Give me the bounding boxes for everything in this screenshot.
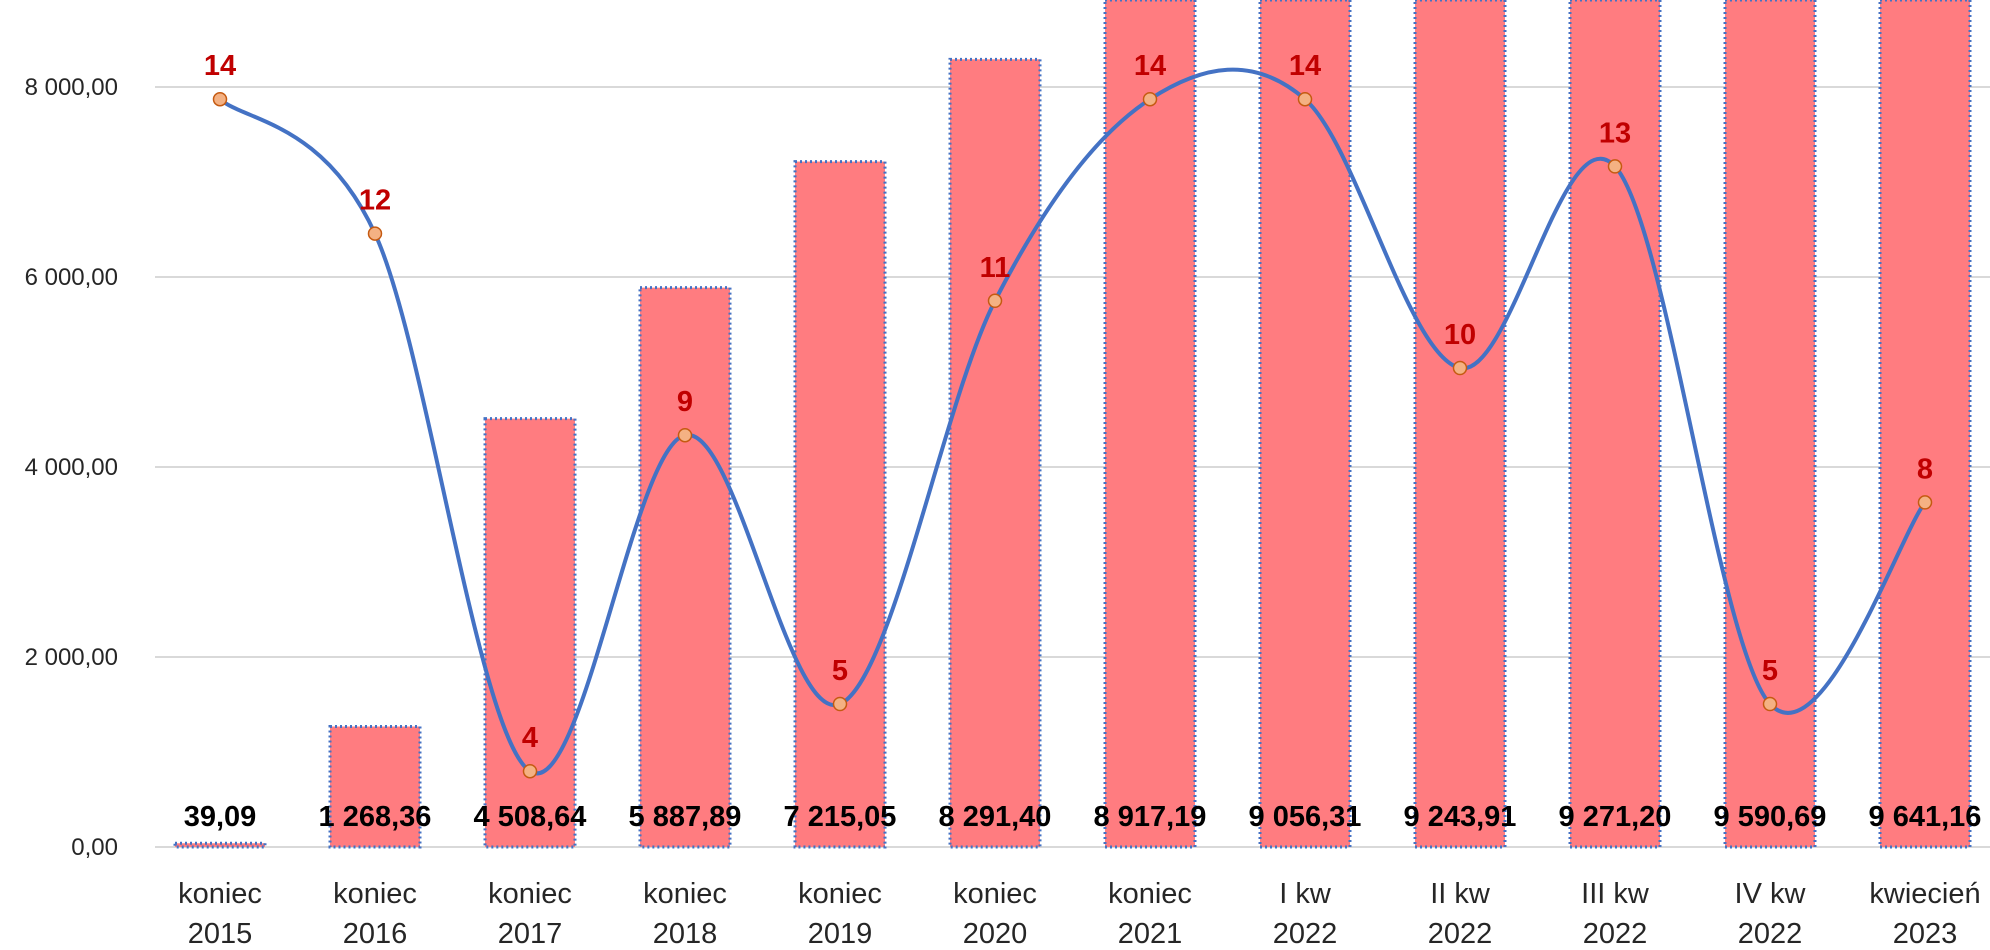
bar-value-label: 8 917,19 <box>1094 801 1207 833</box>
line-marker <box>1297 91 1313 107</box>
y-tick-label: 8 000,00 <box>25 74 118 101</box>
line-value-label: 10 <box>1444 319 1476 351</box>
bar <box>948 57 1042 849</box>
category-label: I kw 2022 <box>1273 878 1338 950</box>
line-marker <box>212 91 228 107</box>
category-label: III kw 2022 <box>1581 878 1650 950</box>
line-marker <box>1762 696 1778 712</box>
bar-value-label: 4 508,64 <box>474 801 587 833</box>
bar-value-label: 9 271,20 <box>1559 801 1672 833</box>
bar <box>1723 0 1817 849</box>
line-value-label: 4 <box>522 722 538 754</box>
bar <box>483 417 577 849</box>
bar <box>1413 0 1507 849</box>
bar <box>173 841 267 849</box>
line-path <box>218 67 1927 776</box>
y-tick-label: 0,00 <box>71 834 118 861</box>
bar <box>793 160 887 849</box>
line-marker <box>1452 360 1468 376</box>
y-tick-label: 2 000,00 <box>25 644 118 671</box>
category-label: koniec 2015 <box>178 878 262 950</box>
line-marker <box>522 763 538 779</box>
bar <box>638 286 732 849</box>
bar <box>1568 0 1662 849</box>
category-label: koniec 2017 <box>488 878 572 950</box>
category-label: kwiecień 2023 <box>1869 878 1980 950</box>
y-tick-label: 4 000,00 <box>25 454 118 481</box>
line-marker <box>987 293 1003 309</box>
y-axis-tick-labels: 0,00 2 000,00 4 000,00 6 000,00 8 000,00 <box>25 74 118 861</box>
line-value-labels: 14 12 4 9 5 11 14 14 10 13 5 8 <box>204 50 1933 754</box>
line-value-label: 13 <box>1599 117 1631 149</box>
bar <box>1103 0 1197 849</box>
line-marker <box>367 226 383 241</box>
line-value-label: 8 <box>1917 453 1933 485</box>
category-label: koniec 2021 <box>1108 878 1192 950</box>
category-label: koniec 2020 <box>953 878 1037 950</box>
line-marker <box>1917 495 1933 510</box>
category-label: koniec 2018 <box>643 878 727 950</box>
bar <box>1878 0 1972 849</box>
bar-value-label: 9 590,69 <box>1714 801 1827 833</box>
bar-value-label: 5 887,89 <box>629 801 742 833</box>
line-value-label: 12 <box>359 185 391 217</box>
bar-value-label: 1 268,36 <box>319 801 432 833</box>
line-value-label: 14 <box>1289 50 1321 82</box>
line-marker <box>1607 159 1623 174</box>
line-value-label: 11 <box>980 252 1011 284</box>
line-value-label: 14 <box>204 50 236 82</box>
category-label: IV kw 2022 <box>1735 878 1807 950</box>
bar-value-label: 7 215,05 <box>784 801 897 833</box>
line-value-label: 5 <box>832 655 848 687</box>
bar-value-label: 9 243,91 <box>1404 801 1517 833</box>
bar <box>328 725 422 849</box>
line-series <box>212 67 1933 779</box>
bar-value-label: 8 291,40 <box>939 801 1052 833</box>
bar-value-label: 39,09 <box>184 801 257 833</box>
y-tick-label: 6 000,00 <box>25 264 118 291</box>
gridlines <box>155 86 1990 848</box>
bar-series <box>173 0 1972 849</box>
line-value-label: 5 <box>1762 655 1778 687</box>
bar-value-labels: 39,09 1 268,36 4 508,64 5 887,89 7 215,05 8 2… <box>184 801 1982 833</box>
x-axis-category-labels: koniec 2015 koniec 2016 koniec 2017 koniec 2018… <box>178 878 1981 950</box>
bar <box>1258 0 1352 849</box>
bar-value-label: 9 056,31 <box>1249 801 1362 833</box>
line-value-label: 9 <box>677 386 693 418</box>
line-marker <box>677 427 693 443</box>
category-label: II kw 2022 <box>1428 878 1493 950</box>
line-marker <box>832 696 848 712</box>
line-marker <box>1142 91 1158 107</box>
category-label: koniec 2019 <box>798 878 882 950</box>
line-value-label: 14 <box>1134 50 1166 82</box>
category-label: koniec 2016 <box>333 878 417 950</box>
bar-value-label: 9 641,16 <box>1869 801 1982 833</box>
